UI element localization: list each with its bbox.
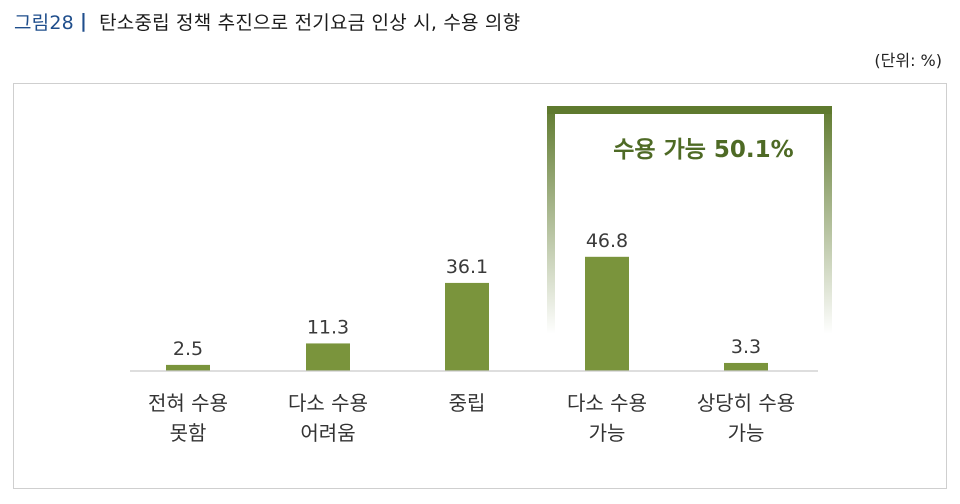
highlight-right-edge — [824, 106, 832, 334]
category-label: 다소 수용 — [567, 391, 647, 415]
highlight-annotation: 수용 가능 50.1% — [613, 137, 793, 163]
value-label: 3.3 — [731, 336, 761, 358]
figure-separator: | — [79, 10, 88, 32]
value-label: 11.3 — [307, 316, 349, 338]
value-label: 2.5 — [173, 338, 203, 360]
figure-title: 그림28 | 탄소중립 정책 추진으로 전기요금 인상 시, 수용 의향 — [14, 6, 520, 36]
category-label: 가능 — [728, 421, 765, 445]
category-label: 못함 — [170, 421, 207, 445]
bar — [445, 282, 489, 371]
highlight-left-edge — [547, 106, 555, 334]
category-label: 상당히 수용 — [697, 391, 795, 415]
bars — [166, 256, 768, 371]
value-label: 36.1 — [446, 256, 488, 278]
bar — [166, 364, 210, 371]
bar — [585, 256, 629, 371]
acceptable-highlight: 수용 가능 50.1% — [547, 106, 832, 334]
category-label: 가능 — [589, 421, 626, 445]
figure-label: 그림28 — [14, 11, 74, 34]
category-label: 다소 수용 — [288, 391, 368, 415]
category-label: 중립 — [449, 391, 486, 415]
highlight-top-edge — [547, 106, 832, 114]
value-label: 46.8 — [586, 230, 628, 252]
category-label: 어려움 — [300, 421, 355, 445]
category-label: 전혀 수용 — [148, 391, 228, 415]
value-labels: 2.5 11.3 36.1 46.8 3.3 — [173, 230, 761, 360]
unit-label: (단위: %) — [874, 51, 942, 70]
figure-title-text: 탄소중립 정책 추진으로 전기요금 인상 시, 수용 의향 — [99, 11, 521, 34]
bar — [724, 362, 768, 371]
bar — [306, 343, 350, 371]
